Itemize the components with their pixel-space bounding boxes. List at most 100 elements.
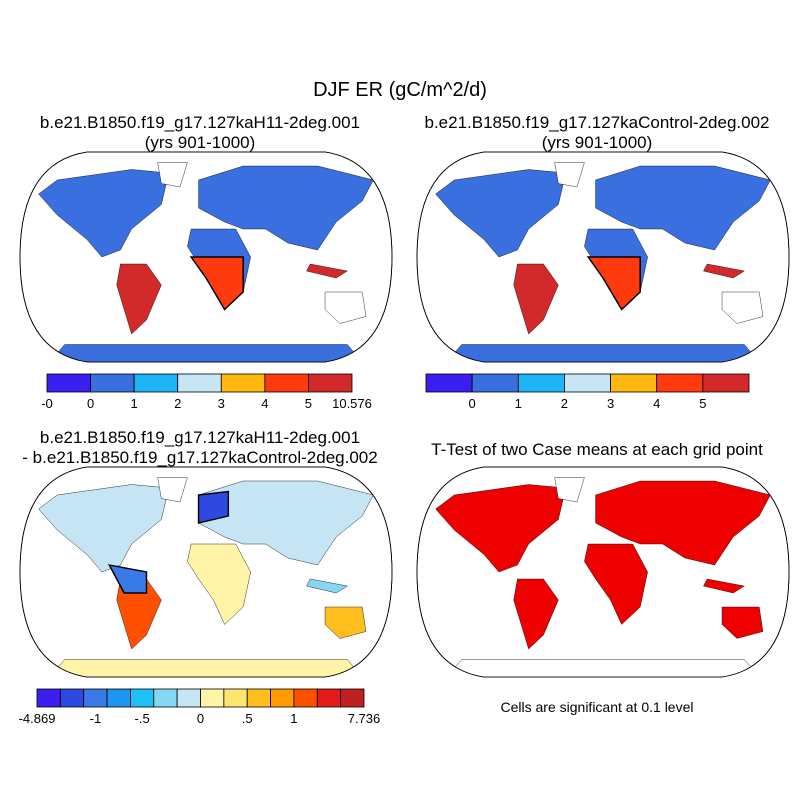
colorbar-label: -1 — [90, 711, 102, 726]
region — [197, 490, 230, 524]
colorbar-box — [264, 373, 309, 393]
continent — [306, 579, 347, 593]
continent — [703, 579, 744, 593]
colorbar-label: 7.736 — [348, 711, 381, 726]
note: Cells are significant at 0.1 level — [501, 699, 694, 715]
panel-title: b.e21.B1850.f19_g17.127kaH11-2deg.001 — [40, 113, 360, 132]
colorbar-label: 4 — [653, 396, 660, 411]
region — [107, 564, 148, 594]
continent — [447, 660, 759, 677]
continent — [436, 485, 566, 573]
colorbar-box — [308, 373, 353, 393]
continent — [514, 579, 559, 649]
figure-title: DJF ER (gC/m^2/d) — [313, 79, 487, 101]
colorbar-box — [340, 688, 365, 708]
colorbar-label: .5 — [242, 711, 253, 726]
continent — [514, 264, 559, 334]
colorbar-box — [130, 688, 155, 708]
continent — [584, 544, 647, 625]
continent — [199, 166, 374, 250]
region — [586, 256, 641, 311]
continent — [39, 485, 169, 573]
colorbar-box — [425, 373, 473, 393]
colorbar-label: 5 — [699, 396, 706, 411]
continent — [447, 345, 759, 362]
panel-title: b.e21.B1850.f19_g17.127kaControl-2deg.00… — [424, 113, 769, 132]
map — [20, 467, 392, 677]
continent — [117, 579, 162, 649]
colorbar-label: 5 — [305, 396, 312, 411]
map — [417, 467, 789, 677]
colorbar-label: 0 — [87, 396, 94, 411]
colorbar-box — [270, 688, 295, 708]
colorbar-label: 2 — [174, 396, 181, 411]
continent — [722, 607, 763, 639]
panel-title: T-Test of two Case means at each grid po… — [431, 440, 763, 459]
colorbar-label: 2 — [561, 396, 568, 411]
continent — [199, 481, 374, 565]
colorbar-box — [517, 373, 565, 393]
continent — [325, 292, 366, 324]
colorbar-box — [656, 373, 704, 393]
continent — [158, 163, 188, 188]
continent — [555, 163, 585, 188]
colorbar-box — [177, 373, 222, 393]
colorbar-box — [176, 688, 201, 708]
colorbar-label: 1 — [515, 396, 522, 411]
continent — [325, 607, 366, 639]
colorbar-box — [564, 373, 611, 393]
continent — [596, 481, 771, 565]
panel-subtitle: (yrs 901-1000) — [145, 133, 256, 152]
colorbar-label: 3 — [607, 396, 614, 411]
continent — [158, 478, 188, 503]
map — [417, 152, 789, 362]
colorbar-box — [220, 373, 266, 393]
colorbar-box — [702, 373, 750, 393]
continent — [50, 660, 362, 677]
colorbar-box — [106, 688, 131, 708]
land — [436, 163, 771, 362]
panel-title: b.e21.B1850.f19_g17.127kaH11-2deg.001 — [40, 428, 360, 447]
colorbar-box — [610, 373, 658, 393]
colorbar-label: 4 — [261, 396, 268, 411]
continent — [39, 170, 169, 258]
colorbar-label: 1 — [290, 711, 297, 726]
colorbar-label: 1 — [131, 396, 138, 411]
map-outline — [20, 467, 392, 677]
map-outline — [20, 152, 392, 362]
colorbar-label: 3 — [218, 396, 225, 411]
map — [20, 152, 392, 362]
map-outline — [417, 467, 789, 677]
continent — [50, 345, 362, 362]
colorbar-box — [223, 688, 248, 708]
colorbar-box — [200, 688, 225, 708]
colorbar-box — [90, 373, 135, 393]
colorbar-box — [293, 688, 318, 708]
colorbar-box — [153, 688, 178, 708]
colorbar-box — [59, 688, 85, 708]
colorbar-box — [83, 688, 108, 708]
continent — [596, 166, 771, 250]
continent — [306, 264, 347, 278]
colorbar-box — [46, 373, 91, 393]
land — [39, 163, 374, 362]
land — [39, 478, 374, 677]
continent — [117, 264, 162, 334]
colorbar-box — [316, 688, 342, 708]
land — [436, 478, 771, 677]
colorbar-label: 10.576 — [332, 396, 372, 411]
colorbar-box — [246, 688, 271, 708]
continent — [555, 478, 585, 503]
panel-subtitle: - b.e21.B1850.f19_g17.127kaControl-2deg.… — [22, 448, 377, 467]
colorbar-box — [471, 373, 519, 393]
continent — [703, 264, 744, 278]
continent — [187, 544, 250, 625]
colorbar-label: -.5 — [135, 711, 150, 726]
continent — [722, 292, 763, 324]
continent — [436, 170, 566, 258]
colorbar-label: -0 — [41, 396, 53, 411]
colorbar-label: 0 — [197, 711, 204, 726]
map-outline — [417, 152, 789, 362]
colorbar-label: 0 — [469, 396, 476, 411]
